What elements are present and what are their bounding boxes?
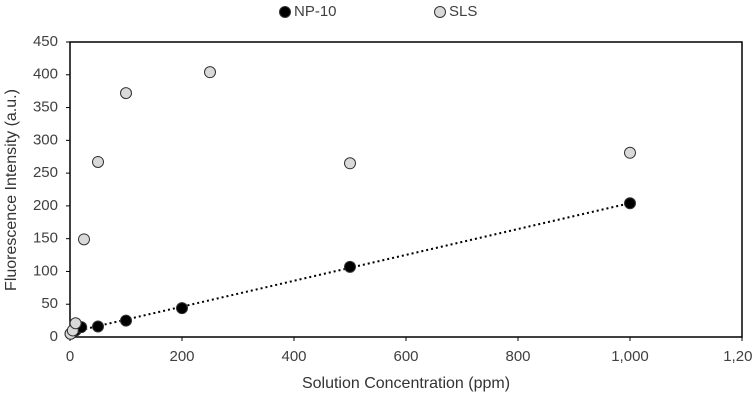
legend-marker	[279, 6, 291, 18]
data-point	[204, 66, 216, 79]
x-tick-label: 200	[169, 348, 194, 365]
y-tick-label: 400	[33, 66, 58, 83]
data-point	[120, 87, 132, 100]
legend-label: NP-10	[294, 3, 337, 20]
y-tick-label: 0	[50, 328, 58, 345]
data-point	[176, 302, 188, 315]
x-tick-label: 0	[66, 348, 74, 365]
legend-label: SLS	[449, 3, 477, 20]
x-tick-label: 1,200	[723, 348, 752, 365]
data-point	[120, 314, 132, 327]
x-tick-label: 1,000	[611, 348, 649, 365]
y-tick-label: 300	[33, 131, 58, 148]
data-point	[624, 197, 636, 210]
x-tick-label: 800	[505, 348, 530, 365]
data-point	[624, 146, 636, 159]
y-tick-label: 450	[33, 33, 58, 50]
data-point	[344, 260, 356, 273]
data-point	[69, 317, 82, 330]
y-tick-label: 150	[33, 230, 58, 247]
y-tick-label: 350	[33, 99, 58, 116]
x-axis-title: Solution Concentration (ppm)	[302, 375, 510, 392]
y-tick-label: 50	[41, 295, 58, 312]
data-point	[344, 157, 356, 170]
y-axis-title: Fluorescence Intensity (a.u.)	[3, 89, 20, 291]
y-tick-label: 250	[33, 164, 58, 181]
y-tick-label: 100	[33, 262, 58, 279]
y-tick-label: 200	[33, 197, 58, 214]
data-point	[92, 320, 104, 333]
legend-marker	[434, 6, 446, 18]
trendline	[70, 202, 631, 334]
data-point	[78, 233, 90, 246]
data-point	[92, 155, 104, 168]
x-tick-label: 400	[281, 348, 306, 365]
plot-area	[69, 41, 743, 338]
x-tick-label: 600	[393, 348, 418, 365]
